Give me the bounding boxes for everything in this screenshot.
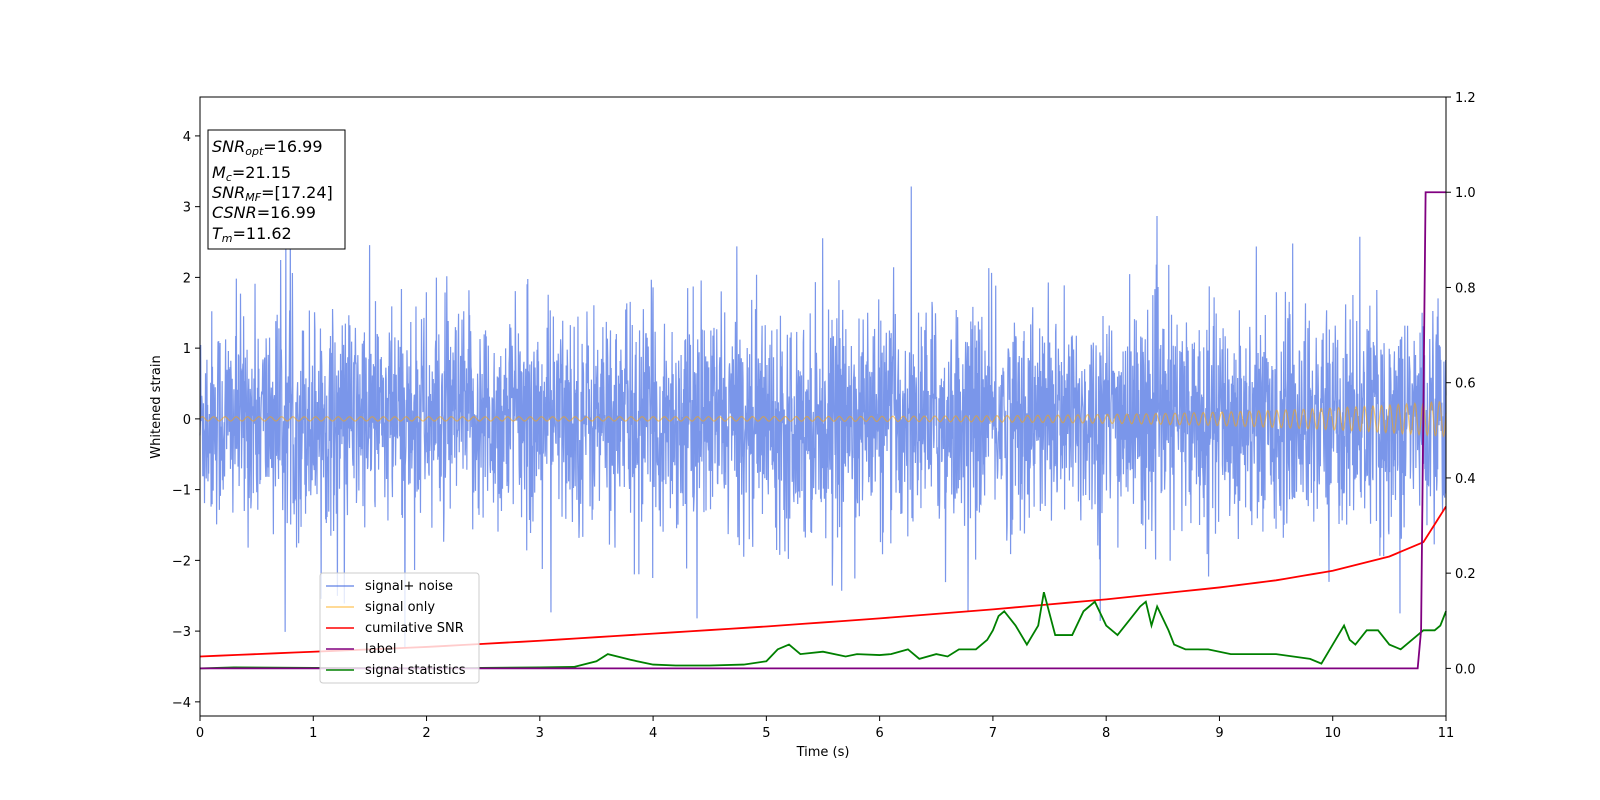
legend-item-signal-statistics: signal statistics: [326, 663, 466, 678]
legend-frame: [319, 572, 480, 684]
legend-label-cumilative-snr: cumilative SNR: [365, 621, 464, 636]
x-tick-label: 1: [309, 726, 317, 741]
y-left-tick-label: −1: [172, 484, 191, 499]
series-line-signal-statistics: [199, 591, 1447, 670]
y-left-tick-label: −4: [172, 696, 191, 711]
annotation-mc: Mc=21.15: [212, 163, 291, 184]
series-line-signal-noise: [199, 186, 1447, 648]
x-tick-label: 10: [1324, 726, 1341, 741]
x-axis-label: Time (s): [796, 745, 850, 760]
y-right-tick-label: 0.0: [1455, 662, 1476, 677]
legend-label-signal-statistics: signal statistics: [365, 663, 466, 678]
legend-label-signal-noise: signal+ noise: [365, 579, 453, 594]
y-left-tick-label: 3: [183, 201, 191, 216]
y-right-tick-label: 1.0: [1455, 186, 1476, 201]
y-left-tick-label: 2: [183, 271, 191, 286]
y-left-tick-label: 0: [183, 413, 191, 428]
legend-item-label: label: [326, 642, 396, 657]
series-line-signal-only: [199, 401, 1447, 438]
legend-item-signal-only: signal only: [326, 600, 435, 615]
series-signal-only: [199, 401, 1447, 438]
annotation-snr-opt: SNRopt=16.99: [212, 137, 323, 158]
y-left-tick-label: −2: [172, 554, 191, 569]
legend-item-cumilative-snr: cumilative SNR: [326, 621, 464, 636]
y-axis-left-ticks: −4 −3 −2 −1 0 1 2 3 4: [172, 130, 200, 711]
series-signal-noise: [199, 186, 1447, 648]
legend: signal+ noise signal only cumilative SNR…: [319, 572, 480, 684]
y-right-tick-label: 0.4: [1455, 472, 1476, 487]
x-tick-label: 5: [762, 726, 770, 741]
x-tick-label: 2: [422, 726, 430, 741]
legend-label-label: label: [365, 642, 396, 657]
y-right-tick-label: 0.8: [1455, 281, 1476, 296]
annotation-tm: Tm=11.62: [212, 224, 292, 245]
x-tick-label: 8: [1102, 726, 1110, 741]
y-axis-right-ticks: 0.0 0.2 0.4 0.6 0.8 1.0 1.2: [1446, 91, 1476, 677]
legend-item-signal-noise: signal+ noise: [326, 579, 453, 594]
series-line-label: [200, 191, 1446, 670]
annotation-snr-mf: SNRMF=[17.24]: [212, 183, 333, 204]
x-tick-label: 9: [1215, 726, 1223, 741]
x-tick-label: 3: [536, 726, 544, 741]
legend-label-signal-only: signal only: [365, 600, 435, 615]
y-left-tick-label: 4: [183, 130, 191, 145]
y-left-tick-label: −3: [172, 625, 191, 640]
y-right-tick-label: 0.6: [1455, 377, 1476, 392]
axes-frame: [199, 96, 1447, 717]
x-axis-ticks: 0 1 2 3 4 5 6 7 8 9 10 11: [196, 716, 1454, 741]
x-tick-label: 6: [875, 726, 883, 741]
y-right-tick-label: 1.2: [1455, 91, 1476, 106]
y-right-tick-label: 0.2: [1455, 567, 1476, 582]
x-tick-label: 4: [649, 726, 657, 741]
x-tick-label: 11: [1438, 726, 1455, 741]
annotation-csnr: CSNR=16.99: [212, 203, 316, 222]
y-axis-label: Whitened strain: [149, 355, 164, 458]
x-tick-label: 7: [989, 726, 997, 741]
x-tick-label: 0: [196, 726, 204, 741]
y-left-tick-label: 1: [183, 342, 191, 357]
annotation-frame: [207, 129, 346, 250]
annotation-box: SNRopt=16.99 Mc=21.15 SNRMF=[17.24] CSNR…: [207, 129, 346, 250]
